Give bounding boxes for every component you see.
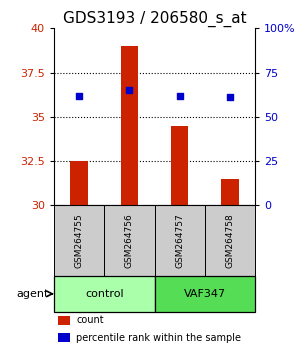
Bar	[221, 179, 239, 205]
Text: VAF347: VAF347	[184, 289, 226, 299]
Point	[227, 95, 232, 100]
FancyBboxPatch shape	[54, 205, 104, 276]
Title: GDS3193 / 206580_s_at: GDS3193 / 206580_s_at	[63, 11, 246, 27]
Bar	[171, 126, 188, 205]
FancyBboxPatch shape	[205, 205, 255, 276]
Bar	[58, 316, 70, 325]
Point	[77, 93, 82, 98]
Text: control: control	[85, 289, 124, 299]
FancyBboxPatch shape	[154, 205, 205, 276]
FancyBboxPatch shape	[154, 276, 255, 312]
FancyBboxPatch shape	[54, 276, 154, 312]
Text: count: count	[76, 315, 104, 325]
Text: agent: agent	[16, 289, 49, 299]
Text: GSM264757: GSM264757	[175, 213, 184, 268]
Bar	[58, 333, 70, 342]
Bar	[70, 161, 88, 205]
Bar	[121, 46, 138, 205]
Point	[177, 93, 182, 98]
Text: GSM264758: GSM264758	[225, 213, 234, 268]
Text: GSM264756: GSM264756	[125, 213, 134, 268]
Text: percentile rank within the sample: percentile rank within the sample	[76, 333, 241, 343]
FancyBboxPatch shape	[104, 205, 154, 276]
Point	[127, 87, 132, 93]
Text: GSM264755: GSM264755	[75, 213, 84, 268]
